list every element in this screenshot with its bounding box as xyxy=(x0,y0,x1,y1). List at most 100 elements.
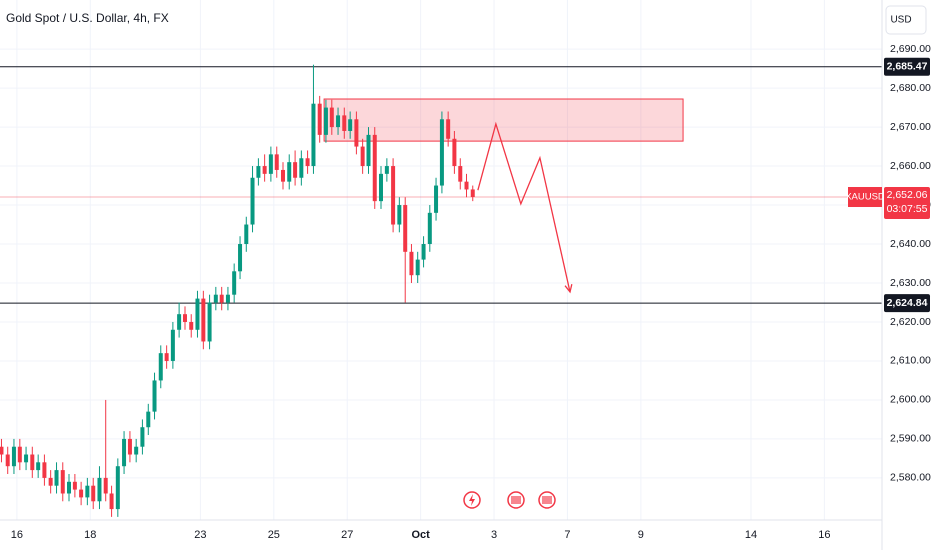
event-bolt xyxy=(469,494,475,506)
y-tick-label: 2,580.00 xyxy=(890,472,931,484)
x-tick-label: 3 xyxy=(491,529,497,541)
candle-body xyxy=(293,162,298,178)
event-icons xyxy=(463,491,556,509)
level-label: 2,685.47 xyxy=(887,61,928,73)
countdown-label: 03:07:55 xyxy=(887,203,928,215)
chart-title: Gold Spot / U.S. Dollar, 4h, FX xyxy=(6,11,169,25)
candle-body xyxy=(446,119,451,139)
plot-area xyxy=(0,64,882,517)
y-tick-label: 2,620.00 xyxy=(890,316,931,328)
candle-body xyxy=(274,154,279,170)
candle-body xyxy=(225,294,230,303)
candle-body xyxy=(329,107,334,128)
candle-body xyxy=(311,103,316,167)
event-flag xyxy=(511,496,521,504)
candle-body xyxy=(97,477,102,502)
candle-body xyxy=(262,166,267,174)
candle-body xyxy=(391,166,396,225)
candle-body xyxy=(323,107,328,135)
grid xyxy=(0,0,882,520)
candle-body xyxy=(458,166,463,182)
candle-body xyxy=(305,158,310,167)
x-tick-label: 27 xyxy=(341,529,353,541)
candle-body xyxy=(122,438,127,467)
currency-button[interactable] xyxy=(885,5,927,35)
candle-body xyxy=(250,177,255,225)
event-flag xyxy=(542,496,552,504)
axes: 2,580.00 2,590.00 2,600.00 2,610.00 2,620.00… xyxy=(11,43,931,541)
candle-body xyxy=(464,181,469,190)
x-tick-label: 23 xyxy=(194,529,206,541)
y-tick-label: 2,680.00 xyxy=(890,82,931,94)
candle-body xyxy=(384,166,389,174)
candle-body xyxy=(67,481,72,494)
candle-body xyxy=(146,411,151,428)
candle-body xyxy=(287,162,292,182)
resistance-zone xyxy=(323,98,684,142)
candle-body xyxy=(17,446,22,463)
y-tick-label: 2,660.00 xyxy=(890,160,931,172)
candle-body xyxy=(317,103,322,135)
candle-body xyxy=(0,446,4,455)
candle-body xyxy=(189,321,194,330)
candle-body xyxy=(11,446,16,467)
candle-body xyxy=(134,446,139,455)
y-tick-label: 2,670.00 xyxy=(890,121,931,133)
candle-body xyxy=(207,302,212,342)
candle-body xyxy=(342,115,347,131)
candle-body xyxy=(378,173,383,202)
x-tick-label: 18 xyxy=(84,529,96,541)
candle-body xyxy=(195,298,200,330)
candle-body xyxy=(24,454,29,463)
projection-path xyxy=(477,121,571,293)
candle-body xyxy=(421,244,426,260)
candle-body xyxy=(91,485,96,502)
candle-body xyxy=(72,481,77,490)
candle-body xyxy=(5,454,10,467)
candle-body xyxy=(54,470,59,486)
candle-body xyxy=(256,166,261,178)
candle-body xyxy=(232,271,237,295)
candle-body xyxy=(397,205,402,225)
candle-body xyxy=(403,205,408,252)
y-tick-label: 2,690.00 xyxy=(890,43,931,55)
x-tick-label: 9 xyxy=(638,529,644,541)
candle-body xyxy=(336,115,341,128)
candle-body xyxy=(470,189,475,198)
candle-body xyxy=(152,380,157,412)
last-price-tag xyxy=(848,187,882,208)
last-price-label: 2,652.06 xyxy=(887,189,928,201)
candle-body xyxy=(409,251,414,276)
candle-body xyxy=(434,185,439,213)
level-label: 2,624.84 xyxy=(887,297,928,309)
candle-body xyxy=(348,119,353,131)
level-tag xyxy=(884,294,930,313)
currency-label: USD xyxy=(890,15,911,26)
candle-body xyxy=(268,154,273,174)
candle-body xyxy=(213,294,218,303)
candle-body xyxy=(280,169,285,182)
candle-body xyxy=(299,158,304,178)
x-tick-label: 14 xyxy=(745,529,757,541)
candle-body xyxy=(366,134,371,167)
last-price-box xyxy=(884,187,930,220)
candle-body xyxy=(415,259,420,276)
candle-body xyxy=(60,470,65,494)
projection-arrowhead xyxy=(564,284,573,294)
symbol-label: XAUUSD xyxy=(845,192,885,203)
candle-body xyxy=(238,244,243,272)
candle-body xyxy=(439,119,444,186)
candle-body xyxy=(427,212,432,245)
candle-body xyxy=(158,353,163,381)
candle-body xyxy=(164,353,169,361)
candle-body xyxy=(452,138,457,167)
x-tick-label: 16 xyxy=(818,529,830,541)
y-tick-label: 2,630.00 xyxy=(890,277,931,289)
candle-body xyxy=(85,485,90,498)
candle-body xyxy=(201,298,206,342)
candle-body xyxy=(115,466,120,510)
level-tag xyxy=(884,57,930,76)
candle-body xyxy=(354,119,359,147)
